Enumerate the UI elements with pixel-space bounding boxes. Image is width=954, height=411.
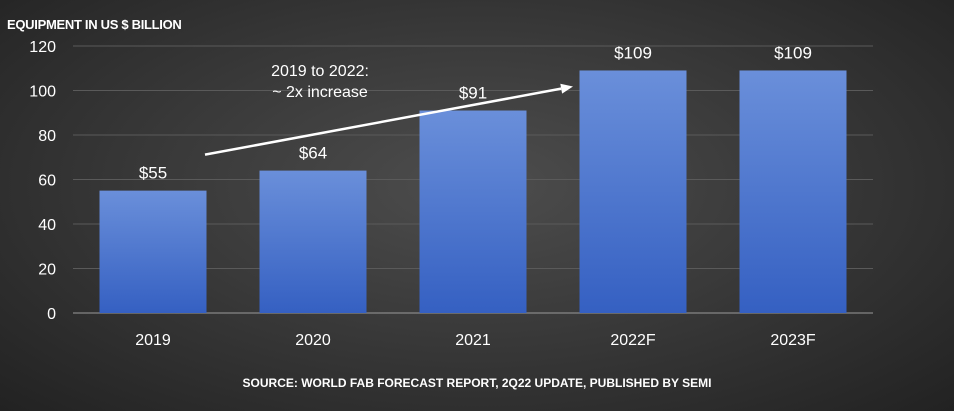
x-tick-label: 2022F <box>610 332 656 349</box>
bar-2020 <box>259 170 367 313</box>
x-tick-label: 2021 <box>455 332 491 349</box>
trend-arrow <box>204 87 562 156</box>
x-tick-label: 2019 <box>135 332 171 349</box>
y-tick-label: 20 <box>38 262 56 279</box>
y-tick-label: 120 <box>29 39 56 56</box>
bar-2021 <box>419 110 527 314</box>
bar-2022F <box>579 70 687 313</box>
source-note: SOURCE: WORLD FAB FORECAST REPORT, 2Q22 … <box>242 376 712 390</box>
y-tick-label: 80 <box>38 128 56 145</box>
annotation-line1: 2019 to 2022: <box>271 63 369 80</box>
chart-title: EQUIPMENT IN US $ BILLION <box>7 17 182 32</box>
data-label: $109 <box>774 43 812 62</box>
data-label: $109 <box>614 43 652 62</box>
y-tick-label: 0 <box>47 306 56 323</box>
data-label: $55 <box>139 164 167 183</box>
trend-arrow-head <box>560 83 573 94</box>
y-tick-label: 100 <box>29 84 56 101</box>
bar-2023F <box>739 70 847 313</box>
annotation-line2: ~ 2x increase <box>272 84 368 101</box>
data-label: $64 <box>299 144 327 163</box>
y-tick-label: 60 <box>38 173 56 190</box>
data-label: $91 <box>459 84 487 103</box>
x-tick-label: 2020 <box>295 332 331 349</box>
bar-2019 <box>99 190 207 313</box>
x-tick-label: 2023F <box>770 332 816 349</box>
y-tick-label: 40 <box>38 217 56 234</box>
